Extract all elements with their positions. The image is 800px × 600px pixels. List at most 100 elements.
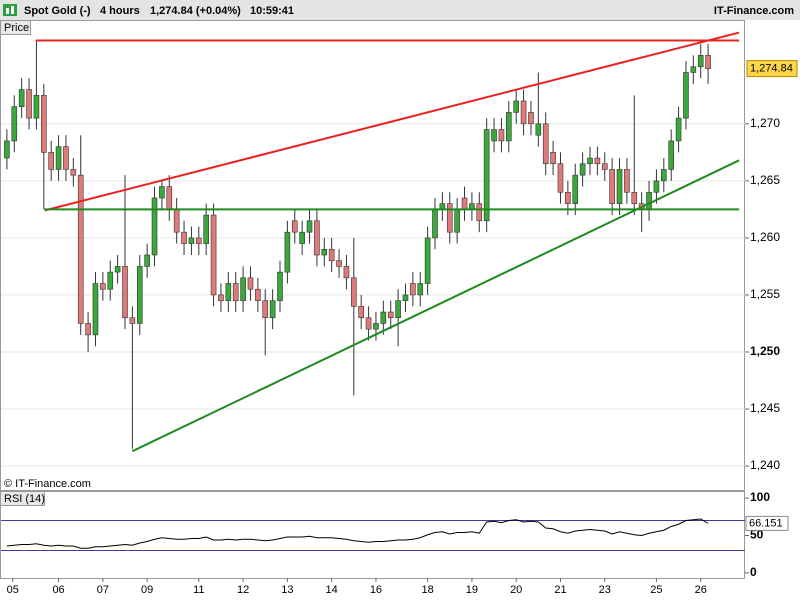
candle-body bbox=[572, 174, 579, 204]
copyright: © IT-Finance.com bbox=[4, 478, 91, 490]
candle-body bbox=[299, 231, 305, 244]
x-tick-label: 25 bbox=[650, 584, 662, 596]
time: 10:59:41 bbox=[250, 5, 294, 17]
candle-body bbox=[491, 129, 497, 142]
x-tick-label: 23 bbox=[599, 584, 611, 596]
candle-body bbox=[661, 169, 667, 182]
candle-body bbox=[18, 89, 25, 107]
candle-body bbox=[587, 157, 593, 165]
y-tick-label: 1,250 bbox=[750, 344, 780, 358]
candle-body bbox=[107, 271, 114, 290]
candle-body bbox=[402, 294, 409, 301]
candle-body bbox=[284, 231, 291, 273]
y-tick-label: 1,260 bbox=[750, 230, 780, 244]
candle-body bbox=[476, 203, 483, 222]
candle-body bbox=[535, 123, 542, 136]
y-tick-label: 0 bbox=[750, 565, 757, 579]
candle-body bbox=[616, 169, 623, 204]
candle-body bbox=[196, 237, 202, 244]
candle-body bbox=[387, 311, 394, 319]
last-price-box bbox=[746, 60, 798, 78]
candle-body bbox=[690, 66, 697, 73]
candle-body bbox=[417, 283, 424, 296]
candle-body bbox=[498, 129, 505, 142]
candle-body bbox=[232, 283, 239, 301]
candle-body bbox=[410, 283, 416, 296]
candle-body bbox=[351, 277, 357, 307]
candle-body bbox=[683, 72, 689, 119]
candle-body bbox=[306, 220, 313, 233]
candle-body bbox=[151, 197, 158, 256]
candle-body bbox=[557, 163, 564, 193]
x-tick-label: 21 bbox=[554, 584, 566, 596]
quote: 1,274.84 (+0.04%) bbox=[150, 5, 241, 17]
last-rsi-box bbox=[745, 515, 789, 531]
x-tick-label: 16 bbox=[370, 584, 382, 596]
rsi-line bbox=[6, 518, 709, 549]
y-tick-label: 1,255 bbox=[750, 287, 780, 301]
x-tick-label: 06 bbox=[52, 584, 64, 596]
trend-line bbox=[131, 159, 740, 453]
logo-icon-bar bbox=[6, 8, 9, 14]
candle-body bbox=[395, 300, 401, 319]
candle-body bbox=[668, 140, 674, 170]
rsi-panel-title: RSI (14) bbox=[4, 493, 45, 505]
candle-body bbox=[247, 277, 254, 290]
candle-body bbox=[697, 55, 704, 68]
candle-body bbox=[631, 191, 638, 204]
candle-body bbox=[48, 152, 54, 170]
logo-icon bbox=[3, 4, 17, 16]
candle-body bbox=[218, 294, 224, 301]
candle-body bbox=[203, 214, 209, 244]
candle-body bbox=[483, 129, 490, 222]
candle-body bbox=[122, 266, 128, 319]
candle-body bbox=[542, 123, 549, 165]
x-tick-label: 12 bbox=[237, 584, 249, 596]
y-tick-label: 50 bbox=[750, 528, 764, 542]
candle-body bbox=[609, 169, 615, 204]
candle-body bbox=[63, 146, 69, 170]
candle-body bbox=[705, 55, 711, 69]
candle-body bbox=[624, 169, 630, 193]
x-tick-label: 13 bbox=[281, 584, 293, 596]
candle-body bbox=[550, 152, 556, 165]
candle-body bbox=[454, 209, 460, 233]
candle-body bbox=[33, 94, 40, 119]
y-tick-label: 1,240 bbox=[750, 458, 780, 472]
candle-body bbox=[26, 89, 32, 119]
candle-body bbox=[528, 112, 534, 125]
candle-body bbox=[291, 220, 298, 233]
candle-body bbox=[424, 237, 431, 284]
candle-body bbox=[181, 231, 187, 244]
header-bar bbox=[0, 0, 800, 20]
candle-body bbox=[11, 106, 18, 142]
candle-body bbox=[365, 317, 372, 330]
candle-body bbox=[173, 209, 180, 233]
y-tick-label: 1,270 bbox=[750, 116, 780, 130]
candle-body bbox=[358, 306, 364, 319]
y-tick-label: 100 bbox=[750, 490, 770, 504]
candle-body bbox=[92, 283, 99, 336]
candle-body bbox=[85, 323, 91, 336]
x-tick-label: 05 bbox=[7, 584, 19, 596]
site: IT-Finance.com bbox=[714, 5, 794, 17]
x-tick-label: 09 bbox=[141, 584, 153, 596]
candle-body bbox=[513, 100, 519, 113]
price-panel-title: Price bbox=[4, 22, 29, 34]
candle-body bbox=[240, 277, 246, 301]
instrument: Spot Gold (-) bbox=[24, 5, 91, 17]
candle-body bbox=[328, 248, 335, 262]
candle-body bbox=[321, 248, 328, 256]
candle-body bbox=[277, 271, 283, 301]
candle-body bbox=[506, 112, 512, 142]
trend-line bbox=[44, 31, 740, 212]
logo-icon-bar bbox=[11, 6, 14, 14]
candle-body bbox=[166, 186, 173, 210]
x-tick-label: 07 bbox=[97, 584, 109, 596]
candle-body bbox=[70, 169, 77, 176]
x-tick-label: 20 bbox=[510, 584, 522, 596]
y-tick-label: 1,265 bbox=[750, 173, 780, 187]
x-tick-label: 19 bbox=[466, 584, 478, 596]
x-tick-label: 11 bbox=[193, 584, 204, 596]
